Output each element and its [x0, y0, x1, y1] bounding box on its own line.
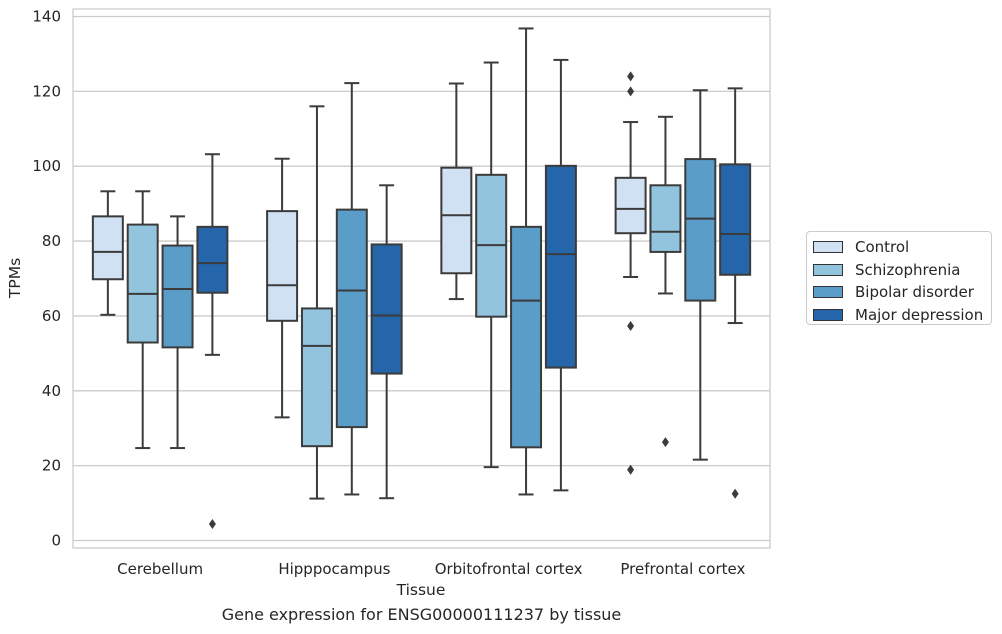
box-body — [370, 243, 403, 375]
legend-label: Control — [855, 238, 910, 257]
y-tick-label: 0 — [51, 532, 61, 550]
box-0-0 — [91, 190, 124, 316]
box-1-2 — [335, 82, 368, 496]
box-3-1 — [649, 115, 682, 448]
box-2-0 — [440, 82, 473, 301]
box-1-3 — [370, 184, 403, 500]
y-tick-labels: 0 20 40 60 80 100 120 140 — [32, 7, 61, 549]
box-1-1 — [300, 105, 333, 500]
box-1-0 — [266, 157, 299, 419]
x-axis-label: Tissue — [396, 581, 446, 599]
y-tick-label: 100 — [32, 157, 61, 175]
y-tick-label: 80 — [42, 232, 61, 250]
box-2-2 — [510, 27, 543, 496]
x-tick-label: Orbitofrontal cortex — [435, 560, 583, 578]
legend-swatch — [813, 286, 843, 299]
chart-caption: Gene expression for ENSG00000111237 by t… — [221, 605, 622, 624]
box-body — [196, 225, 229, 294]
box-body — [91, 215, 124, 281]
box-body — [300, 307, 333, 448]
outlier-point — [627, 464, 635, 475]
y-tick-label: 140 — [32, 7, 61, 25]
box-body — [510, 225, 543, 449]
legend-item: Schizophrenia — [813, 259, 991, 282]
box-3-3 — [719, 87, 752, 499]
box-0-3 — [196, 153, 229, 530]
box-body — [719, 163, 752, 276]
outlier-point — [627, 71, 635, 82]
legend-item: Control — [813, 236, 991, 259]
outlier-point — [627, 321, 635, 332]
plot-frame — [72, 8, 771, 549]
outlier-point — [731, 488, 739, 499]
legend-swatch — [813, 308, 843, 321]
box-0-1 — [126, 190, 159, 450]
y-tick-label: 40 — [42, 382, 61, 400]
x-tick-label: Hipppocampus — [278, 560, 390, 578]
box-0-2 — [161, 215, 194, 450]
box-body — [126, 223, 159, 344]
x-tick-labels: Cerebellum Hipppocampus Orbitofrontal cort… — [117, 560, 745, 578]
y-tick-label: 20 — [42, 457, 61, 475]
outlier-point — [627, 86, 635, 97]
legend-label: Bipolar disorder — [855, 283, 974, 302]
box-body — [440, 166, 473, 275]
legend-item: Major depression — [813, 304, 991, 327]
box-body — [649, 184, 682, 253]
legend-swatch — [813, 241, 843, 254]
outlier-point — [661, 437, 669, 448]
legend: Control Schizophrenia Bipolar disorder Majo… — [806, 231, 992, 325]
legend-label: Major depression — [855, 305, 984, 324]
box-body — [335, 208, 368, 429]
legend-label: Schizophrenia — [855, 260, 961, 279]
box-body — [684, 158, 717, 302]
box-groups — [91, 27, 752, 530]
y-tick-label: 60 — [42, 307, 61, 325]
y-axis-label: TPMs — [6, 258, 24, 299]
outlier-point — [208, 519, 216, 530]
box-2-3 — [544, 58, 577, 492]
x-tick-label: Cerebellum — [117, 560, 203, 578]
box-3-2 — [684, 89, 717, 461]
box-body — [161, 244, 194, 349]
y-tick-label: 120 — [32, 82, 61, 100]
box-body — [614, 176, 647, 235]
box-2-1 — [475, 61, 508, 469]
legend-swatch — [813, 263, 843, 276]
box-body — [266, 210, 299, 322]
legend-item: Bipolar disorder — [813, 281, 991, 304]
box-body — [544, 164, 577, 369]
x-tick-label: Prefrontal cortex — [620, 560, 745, 578]
box-3-0 — [614, 71, 647, 475]
